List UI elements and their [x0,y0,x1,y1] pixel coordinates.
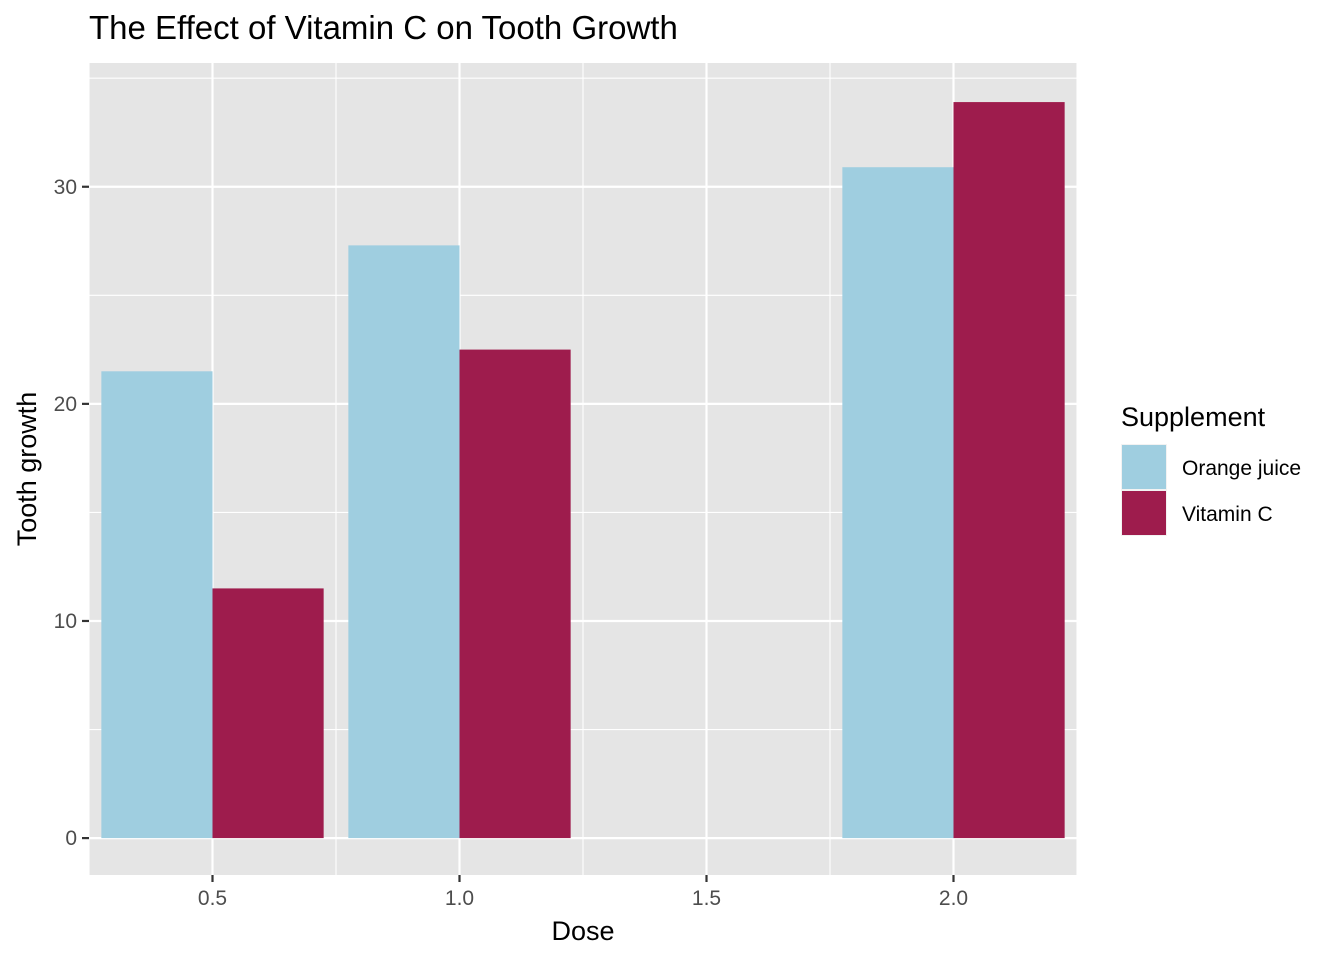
y-axis: 0 10 20 30 [54,176,89,850]
x-tick-label: 2.0 [939,887,968,910]
x-tick-label: 1.0 [445,887,474,910]
legend-swatch [1122,491,1166,535]
bar-vitamin-c [953,102,1065,839]
chart-title: The Effect of Vitamin C on Tooth Growth [89,9,678,46]
bars [101,102,1065,839]
bar-vitamin-c [212,588,324,839]
y-axis-title: Tooth growth [12,392,42,547]
legend-label: Vitamin C [1182,503,1273,526]
y-tick-label: 20 [54,393,77,416]
legend: Supplement Orange juice Vitamin C [1121,402,1301,536]
y-tick-label: 30 [54,176,77,199]
legend-label: Orange juice [1182,457,1301,480]
x-tick-label: 0.5 [198,887,227,910]
legend-items: Orange juice Vitamin C [1121,444,1301,536]
x-tick-label: 1.5 [692,887,721,910]
bar-orange-juice [842,167,954,839]
y-tick-label: 10 [54,610,77,633]
x-axis: 0.5 1.0 1.5 2.0 [198,875,968,910]
x-axis-title: Dose [551,916,614,946]
legend-title: Supplement [1121,402,1266,432]
y-tick-label: 0 [65,827,77,850]
bar-orange-juice [101,371,213,839]
legend-swatch [1122,445,1166,489]
bar-vitamin-c [459,349,571,839]
bar-orange-juice [348,245,460,839]
